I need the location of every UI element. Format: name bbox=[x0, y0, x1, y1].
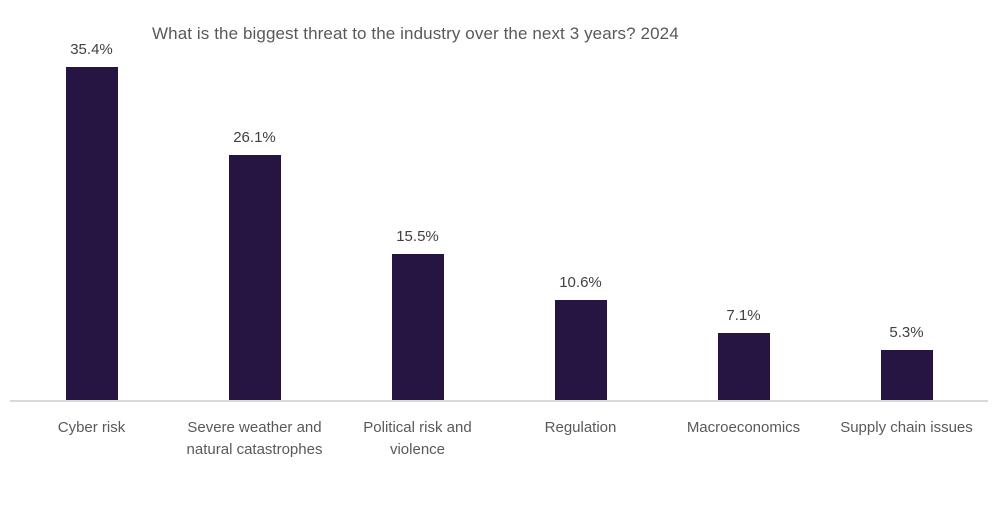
data-label: 35.4% bbox=[70, 41, 113, 58]
category-label-text: Political risk and violence bbox=[363, 419, 472, 458]
plot-area: 35.4% 26.1% 15.5% 10.6% 7.1% 5.3% bbox=[10, 41, 988, 400]
bar bbox=[391, 254, 444, 400]
bar bbox=[717, 333, 770, 400]
bar bbox=[880, 350, 933, 400]
bar-column: 35.4% bbox=[10, 41, 173, 400]
bar bbox=[65, 67, 118, 400]
bar bbox=[554, 300, 607, 400]
category-label-text: Cyber risk bbox=[57, 419, 126, 436]
bar-column: 15.5% bbox=[336, 228, 499, 400]
bar-column: 5.3% bbox=[825, 324, 988, 400]
category-label: Supply chain issues bbox=[825, 417, 988, 461]
category-axis: Cyber risk Severe weather and natural cat… bbox=[10, 402, 988, 461]
data-label: 26.1% bbox=[233, 129, 276, 146]
x-axis-line bbox=[10, 400, 988, 402]
category-label: Severe weather and natural catastrophes bbox=[173, 417, 336, 461]
bar-column: 26.1% bbox=[173, 129, 336, 400]
bar-column: 7.1% bbox=[662, 307, 825, 400]
bar-column: 10.6% bbox=[499, 274, 662, 400]
data-label: 15.5% bbox=[396, 228, 439, 245]
bar bbox=[228, 155, 281, 400]
category-label-text: Macroeconomics bbox=[686, 419, 801, 436]
category-label: Cyber risk bbox=[10, 417, 173, 461]
category-label-text: Severe weather and natural catastrophes bbox=[186, 419, 323, 458]
category-label-text: Supply chain issues bbox=[840, 419, 973, 436]
data-label: 5.3% bbox=[889, 324, 924, 341]
category-label: Macroeconomics bbox=[662, 417, 825, 461]
data-label: 7.1% bbox=[726, 307, 761, 324]
data-label: 10.6% bbox=[559, 274, 602, 291]
category-label: Political risk and violence bbox=[336, 417, 499, 461]
chart-title: What is the biggest threat to the indust… bbox=[152, 24, 679, 43]
category-label-text: Regulation bbox=[544, 419, 617, 436]
category-label: Regulation bbox=[499, 417, 662, 461]
